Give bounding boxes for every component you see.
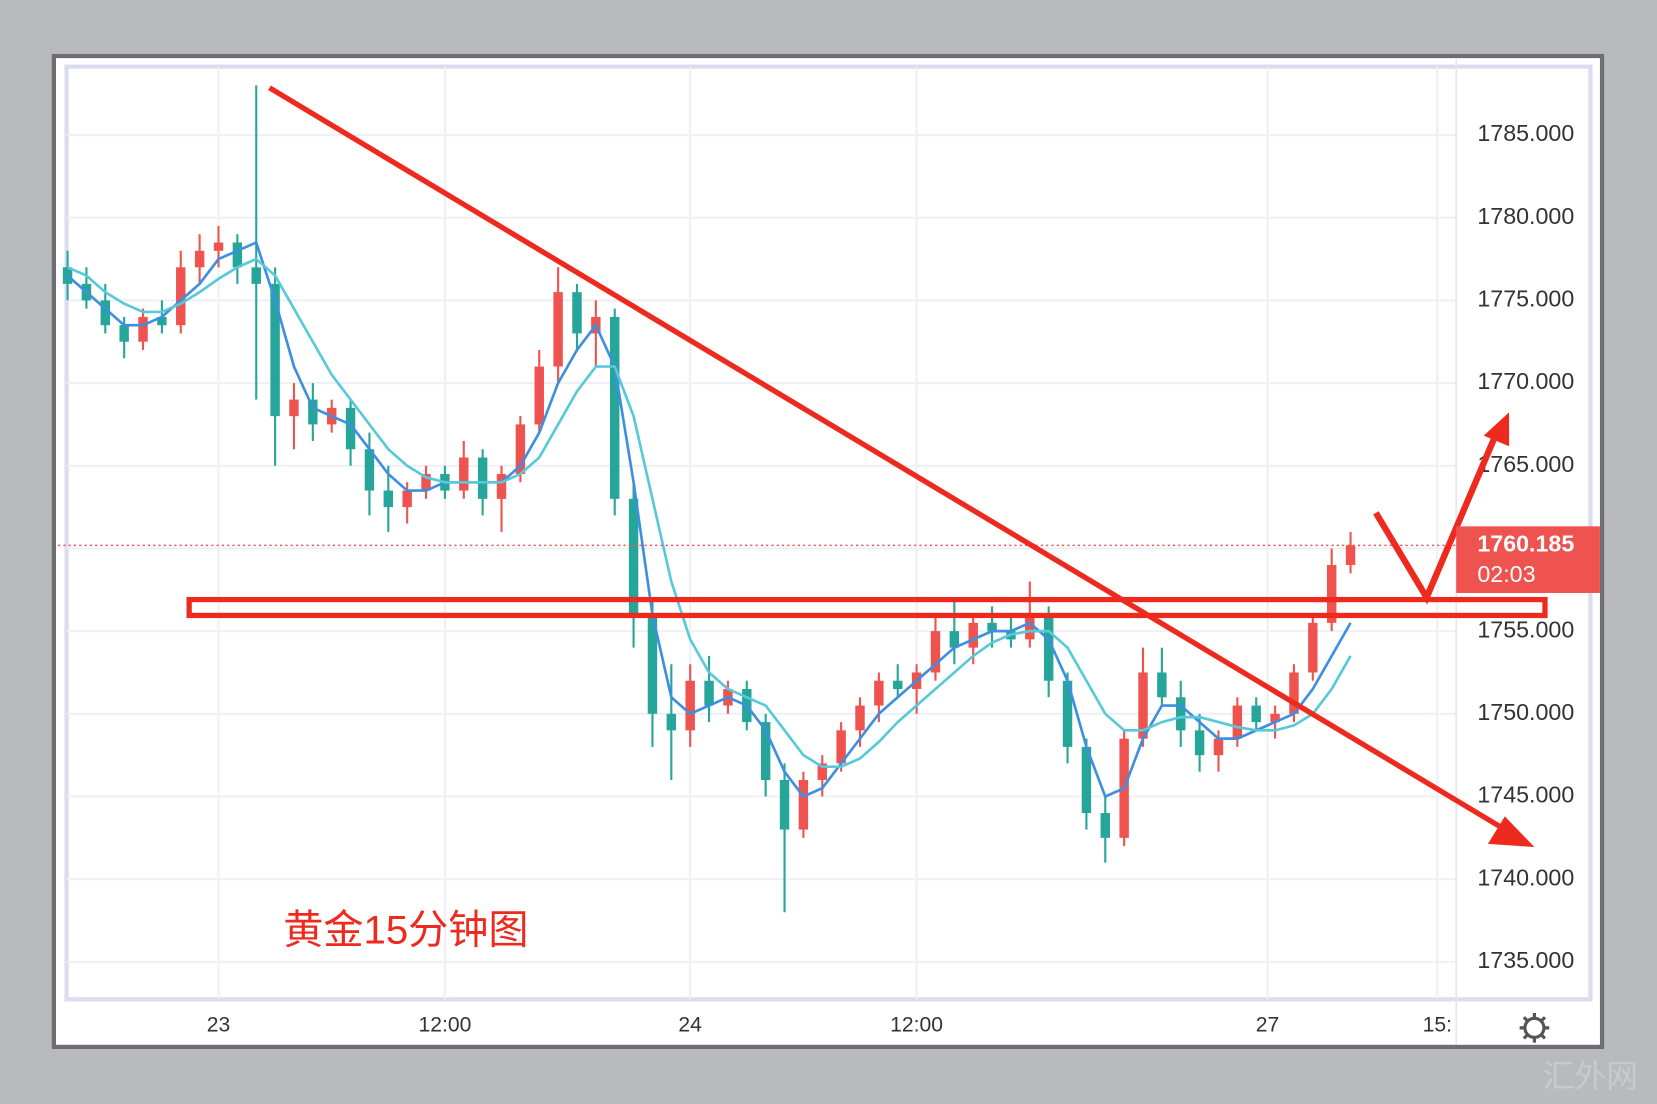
candle-body xyxy=(893,680,903,690)
candle-body xyxy=(1043,614,1054,681)
candle-body xyxy=(496,474,507,499)
candle-body xyxy=(760,722,771,780)
x-tick-label: 15: xyxy=(1423,1013,1452,1036)
candle-body xyxy=(685,680,695,731)
candle-body xyxy=(628,498,639,615)
panel xyxy=(51,53,1605,1050)
grid xyxy=(66,66,1457,1000)
moving-average xyxy=(67,257,1352,769)
candle-body xyxy=(515,424,526,475)
y-tick-label: 1785.000 xyxy=(1477,120,1574,146)
x-tick-label: 12:00 xyxy=(418,1013,471,1036)
candle-body xyxy=(138,316,148,342)
candle-body xyxy=(1100,813,1110,838)
candle-body xyxy=(836,730,846,764)
candle-body xyxy=(1025,614,1035,640)
y-tick-label: 1745.000 xyxy=(1477,782,1574,808)
candle-body xyxy=(930,631,941,673)
candle-body xyxy=(119,325,129,342)
candle-body xyxy=(459,457,469,491)
candle-body xyxy=(1345,545,1356,565)
candle-body xyxy=(1270,713,1280,723)
candle-body xyxy=(364,449,375,491)
candle-body xyxy=(817,763,827,780)
y-tick-label: 1735.000 xyxy=(1477,947,1574,973)
candle-body xyxy=(1157,672,1167,698)
candle-body xyxy=(968,622,978,648)
candle-body xyxy=(1289,672,1299,714)
settings-icon[interactable] xyxy=(1519,1013,1550,1043)
candle-body xyxy=(1232,705,1243,739)
candle-body xyxy=(1251,705,1261,723)
last-price: 1760.185 xyxy=(1477,531,1574,557)
candle-body xyxy=(100,300,111,326)
candle-body xyxy=(308,399,318,425)
y-tick-label: 1740.000 xyxy=(1477,864,1574,890)
chart-title: 黄金15分钟图 xyxy=(283,907,528,952)
candle-body xyxy=(1062,680,1073,747)
arrow-head xyxy=(1487,816,1535,848)
candle-body xyxy=(232,242,243,268)
candle-body xyxy=(1326,564,1337,623)
candle-body xyxy=(289,399,299,417)
axis-labels: 1735.000 1740.000 1745.000 1750.000 1755.000… xyxy=(207,120,1575,1036)
candle-body xyxy=(610,316,620,499)
countdown: 02:03 xyxy=(1477,561,1535,587)
y-tick-label: 1755.000 xyxy=(1477,616,1574,642)
candle-body xyxy=(157,316,167,326)
candle-body xyxy=(383,490,394,508)
plot xyxy=(58,85,1457,913)
x-tick-label: 12:00 xyxy=(890,1013,943,1036)
support-box xyxy=(186,596,1548,619)
trend-line xyxy=(268,85,1508,833)
candle-body xyxy=(270,283,280,417)
candle-body xyxy=(1138,672,1148,739)
x-tick-label: 23 xyxy=(207,1013,230,1036)
candle-body xyxy=(572,292,582,334)
candle-body xyxy=(534,366,544,425)
moving-average xyxy=(66,240,1352,799)
candle-body xyxy=(704,680,714,706)
candle-body xyxy=(176,267,186,326)
breakout-arrow xyxy=(1373,427,1502,605)
y-tick-label: 1765.000 xyxy=(1477,451,1574,477)
watermark: 汇外网 xyxy=(1543,1059,1638,1095)
candle-body xyxy=(855,705,865,731)
candle-body xyxy=(213,242,224,251)
candle-body xyxy=(477,457,488,499)
candle-body xyxy=(1308,622,1318,673)
candle-body xyxy=(251,267,261,284)
x-tick-label: 24 xyxy=(678,1013,702,1036)
arrow-head xyxy=(1483,412,1510,447)
candle-body xyxy=(1194,730,1205,756)
candle-body xyxy=(949,631,960,648)
candle-body xyxy=(874,680,884,706)
candle-body xyxy=(421,474,431,491)
candle-body xyxy=(798,779,809,830)
x-tick-label: 27 xyxy=(1256,1013,1279,1036)
price-label-box xyxy=(1456,526,1600,593)
candle-body xyxy=(402,490,412,508)
candle-body xyxy=(1213,738,1224,756)
candle-body xyxy=(1176,697,1186,731)
candle-body xyxy=(553,292,563,367)
y-tick-label: 1775.000 xyxy=(1477,286,1574,312)
candle-body xyxy=(666,713,677,731)
candle-body xyxy=(345,407,356,450)
candle-body xyxy=(647,614,658,714)
annotations: 黄金15分钟图 xyxy=(186,85,1548,952)
candle-body xyxy=(987,622,997,632)
candle-body xyxy=(194,250,205,268)
y-tick-label: 1780.000 xyxy=(1477,203,1574,229)
candle-body xyxy=(779,779,790,830)
y-tick-label: 1770.000 xyxy=(1477,368,1574,394)
candle-body xyxy=(1081,746,1092,814)
y-tick-label: 1750.000 xyxy=(1477,699,1574,725)
